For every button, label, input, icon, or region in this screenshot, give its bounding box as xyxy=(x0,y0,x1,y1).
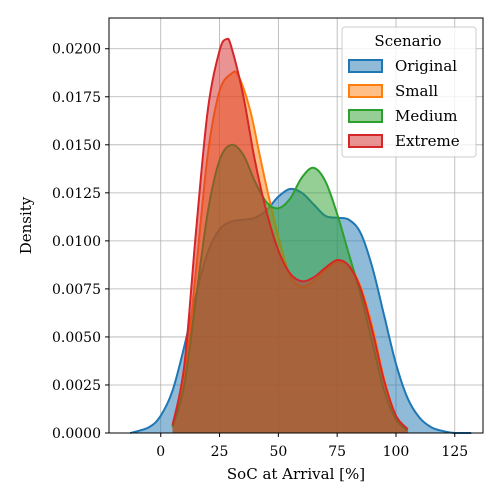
density-line-extreme xyxy=(171,37,409,430)
legend-label-small: Small xyxy=(395,82,438,100)
x-tick-label: 0 xyxy=(156,444,165,460)
legend-label-extreme: Extreme xyxy=(395,132,460,150)
x-tick-label: 50 xyxy=(269,444,287,460)
y-tick-label: 0.0050 xyxy=(52,330,101,346)
legend-swatch-extreme xyxy=(348,134,383,148)
y-tick-label: 0.0175 xyxy=(52,90,101,106)
legend: Scenario Original Small Medium Extreme xyxy=(341,26,477,158)
y-tick-label: 0.0025 xyxy=(52,378,101,394)
legend-swatch-medium xyxy=(348,109,383,123)
y-tick-label: 0.0200 xyxy=(52,42,101,58)
tick-layer: 0 25 50 75 100 125 0.0000 0.0025 0.0050 0.0075 0.0… xyxy=(52,42,468,460)
legend-items: Original Small Medium Extreme xyxy=(348,57,460,150)
y-tick-label: 0.0075 xyxy=(52,282,101,298)
plot-frame xyxy=(108,17,484,434)
x-tick-label: 75 xyxy=(328,444,346,460)
y-axis-label: Density xyxy=(17,196,35,254)
y-tick-label: 0.0125 xyxy=(52,186,101,202)
legend-swatch-original xyxy=(348,59,383,73)
y-tick-label: 0.0000 xyxy=(52,426,101,442)
x-axis-label: SoC at Arrival [%] xyxy=(227,465,365,483)
y-tick-label: 0.0150 xyxy=(52,138,101,154)
legend-title: Scenario xyxy=(374,32,441,50)
area-layer xyxy=(129,37,472,435)
y-tick-label: 0.0100 xyxy=(52,234,101,250)
x-tick-label: 125 xyxy=(441,444,468,460)
legend-swatch-small xyxy=(348,84,383,98)
legend-label-medium: Medium xyxy=(395,107,458,125)
x-tick-label: 25 xyxy=(211,444,229,460)
density-area-extreme xyxy=(172,38,408,433)
legend-label-original: Original xyxy=(395,57,457,75)
x-tick-label: 100 xyxy=(383,444,410,460)
